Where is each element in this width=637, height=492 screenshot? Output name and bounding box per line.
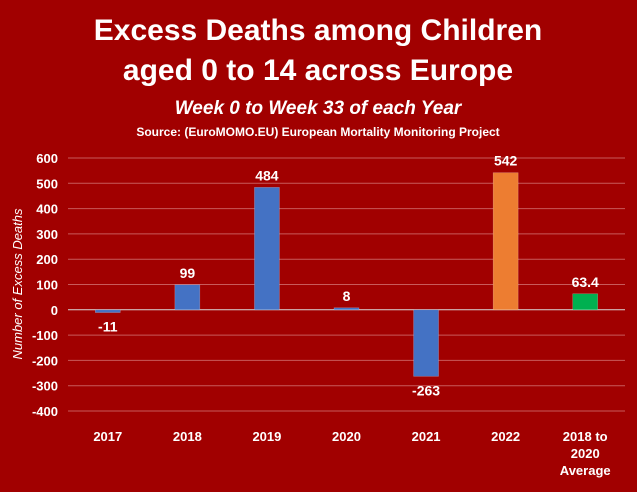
data-label: 484 (255, 167, 279, 183)
x-category-label: 2018 (173, 429, 202, 444)
y-tick-label: -200 (32, 353, 58, 368)
chart-title-line-2: aged 0 to 14 across Europe (123, 54, 513, 87)
y-tick-label: 300 (36, 227, 58, 242)
data-label: 542 (494, 153, 518, 169)
bar-2017 (95, 309, 121, 313)
y-tick-label: 600 (36, 151, 58, 166)
bar-2019 (254, 187, 280, 311)
x-category-label: 2021 (412, 429, 441, 444)
labels-layer: 600 500 400 300 200 100 0 -100 -200 -300 -400 -11 20… (32, 151, 611, 478)
bar-2022 (492, 172, 519, 311)
y-tick-label: 200 (36, 252, 58, 267)
bars-layer (95, 172, 598, 377)
y-tick-label: 0 (51, 303, 58, 318)
y-tick-label: -100 (32, 328, 58, 343)
x-category-label: 2019 (252, 429, 281, 444)
x-category-label: 2022 (491, 429, 520, 444)
x-category-label: 2020 (332, 429, 361, 444)
grid-layer (68, 157, 625, 412)
data-label: -263 (412, 382, 440, 398)
y-tick-label: -300 (32, 379, 58, 394)
y-axis-label: Number of Excess Deaths (10, 208, 25, 360)
chart-source: Source: (EuroMOMO.EU) European Mortality… (136, 125, 499, 139)
data-label: 99 (180, 265, 196, 281)
bar-2021 (413, 309, 439, 377)
y-tick-label: 400 (36, 202, 58, 217)
y-tick-label: -400 (32, 404, 58, 419)
y-tick-label: 500 (36, 176, 58, 191)
y-tick-label: 100 (36, 278, 58, 293)
chart-subtitle: Week 0 to Week 33 of each Year (175, 98, 463, 119)
data-label: 8 (343, 288, 351, 304)
bar-2020 (333, 307, 360, 311)
chart-title-line-1: Excess Deaths among Children (94, 14, 542, 47)
data-label: -11 (98, 319, 118, 335)
bar-2018-to-2020-average (572, 293, 598, 311)
data-label: 63.4 (572, 274, 599, 290)
x-category-label: 2017 (93, 429, 122, 444)
x-category-label: 2018 to 2020 Average (560, 429, 611, 478)
bar-2018 (174, 284, 201, 311)
